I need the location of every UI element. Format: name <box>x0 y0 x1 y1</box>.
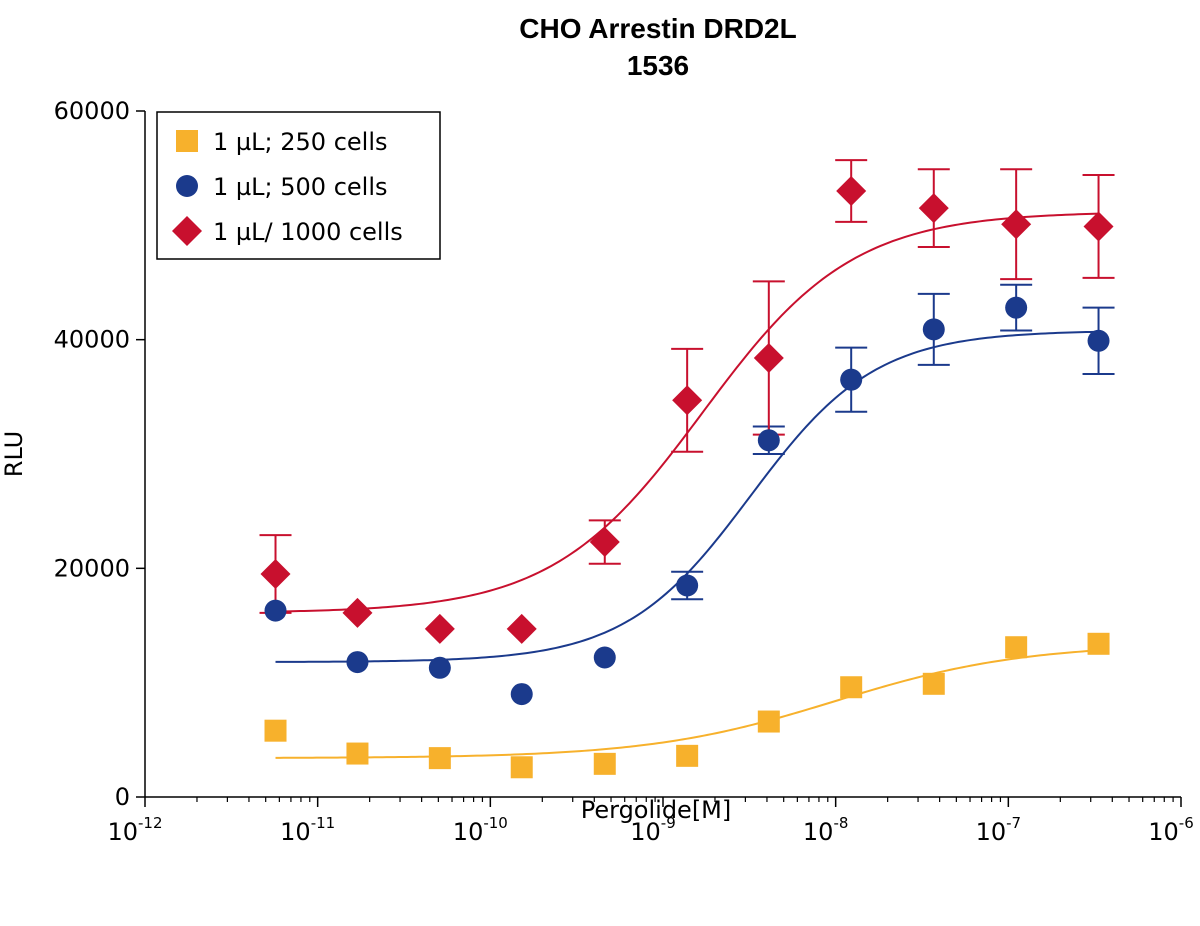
data-point-circle <box>593 646 616 669</box>
data-point-square <box>593 752 616 775</box>
data-point-diamond <box>1001 209 1032 240</box>
chart-title: CHO Arrestin DRD2L <box>519 13 796 44</box>
data-point-circle <box>510 683 533 706</box>
data-point-diamond <box>424 613 455 644</box>
data-point-square <box>510 756 533 779</box>
x-axis-label: Pergolide[M] <box>581 796 732 824</box>
data-point-square <box>428 747 451 770</box>
data-point-diamond <box>753 342 784 373</box>
data-point-square <box>1087 632 1110 655</box>
x-tick-label: 10-12 <box>107 814 162 846</box>
legend-label: 1 µL; 250 cells <box>213 128 388 156</box>
data-point-circle <box>1005 296 1028 319</box>
x-tick-label: 10-7 <box>976 814 1022 846</box>
data-point-circle <box>428 656 451 679</box>
x-tick-label: 10-10 <box>453 814 508 846</box>
y-tick-label: 20000 <box>54 554 130 582</box>
legend: 1 µL; 250 cells 1 µL; 500 cells 1 µL/ 1000… <box>156 111 441 260</box>
data-point-circle <box>922 318 945 341</box>
data-point-square <box>757 710 780 733</box>
data-point-circle <box>676 574 699 597</box>
data-point-square <box>1005 636 1028 659</box>
data-point-diamond <box>506 613 537 644</box>
legend-marker-circle <box>176 175 198 197</box>
legend-box <box>156 111 441 260</box>
data-point-diamond <box>342 597 373 628</box>
y-axis-label: RLU <box>0 431 28 477</box>
chart-subtitle: 1536 <box>627 50 689 81</box>
data-points <box>260 176 1114 779</box>
data-point-square <box>346 742 369 765</box>
legend-label: 1 µL/ 1000 cells <box>213 218 403 246</box>
data-point-square <box>264 719 287 742</box>
x-tick-label: 10-6 <box>1148 814 1194 846</box>
data-point-diamond <box>672 385 703 416</box>
data-point-circle <box>1087 329 1110 352</box>
y-tick-label: 40000 <box>54 326 130 354</box>
fit-curves <box>275 212 1099 759</box>
legend-label: 1 µL; 500 cells <box>213 173 388 201</box>
data-point-circle <box>840 368 863 391</box>
x-tick-label: 10-11 <box>280 814 335 846</box>
legend-marker-diamond <box>172 216 202 246</box>
y-tick-label: 60000 <box>54 97 130 125</box>
data-point-circle <box>346 651 369 674</box>
data-point-circle <box>757 429 780 452</box>
data-point-square <box>840 676 863 699</box>
data-point-circle <box>264 599 287 622</box>
x-tick-label: 10-8 <box>803 814 849 846</box>
axes: 0 20000 40000 60000 10-12 10-11 10-10 10-9 10-8 1… <box>54 97 1194 846</box>
data-point-diamond <box>836 176 867 207</box>
data-point-square <box>922 672 945 695</box>
y-tick-label: 0 <box>115 783 130 811</box>
data-point-diamond <box>918 193 949 224</box>
fit-curve-1 <box>275 649 1099 759</box>
data-point-diamond <box>1083 211 1114 242</box>
x-tick-label: 10-9 <box>630 814 676 846</box>
data-point-diamond <box>589 527 620 558</box>
data-point-diamond <box>260 559 291 590</box>
data-point-square <box>676 744 699 767</box>
legend-marker-square <box>176 130 198 152</box>
